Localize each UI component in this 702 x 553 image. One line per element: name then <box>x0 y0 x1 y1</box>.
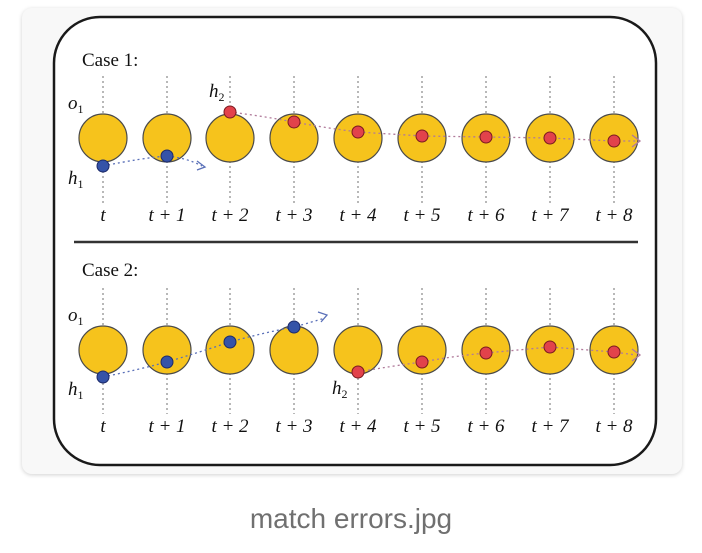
case-2-label: Case 2: <box>82 260 138 281</box>
h2-point <box>415 355 429 369</box>
time-label: t + 2 <box>211 416 249 437</box>
h1-track <box>102 155 203 167</box>
time-label: t + 4 <box>339 416 377 437</box>
case-1-label: Case 1: <box>82 50 138 71</box>
time-label: t + 4 <box>339 205 377 226</box>
h1-point <box>96 159 110 173</box>
image-caption: match errors.jpg <box>249 503 453 534</box>
h2-point <box>287 115 301 129</box>
h2-point <box>351 125 365 139</box>
object-circle <box>269 113 319 163</box>
h1-point <box>160 355 174 369</box>
h2-point <box>223 105 237 119</box>
h1-point <box>287 320 301 334</box>
time-label: t + 8 <box>595 205 633 226</box>
time-label: t + 3 <box>275 205 312 226</box>
object-circle <box>397 325 447 375</box>
h2-point <box>415 129 429 143</box>
time-label: t + 5 <box>403 205 440 226</box>
h2-point <box>479 130 493 144</box>
case-1-h2-points <box>223 105 621 148</box>
object-circle <box>205 113 255 163</box>
h1-label: h1 <box>68 379 84 402</box>
case-2-guides <box>102 288 615 414</box>
h2-track <box>229 111 636 142</box>
h2-point <box>543 131 557 145</box>
case-2: Case 2: <box>68 260 642 437</box>
match-errors-diagram: Case 1: <box>52 15 658 467</box>
case-1-guides <box>102 76 615 204</box>
time-label: t + 3 <box>275 416 312 437</box>
time-label: t <box>100 205 106 226</box>
h2-arrowhead <box>631 134 642 148</box>
time-label: t + 8 <box>595 416 633 437</box>
object-circle <box>78 325 128 375</box>
case-2-h2-points <box>351 340 621 379</box>
time-label: t + 7 <box>531 205 570 226</box>
time-label: t + 1 <box>148 205 185 226</box>
time-label: t + 6 <box>467 205 505 226</box>
h1-arrowhead <box>196 160 207 171</box>
h2-point <box>351 365 365 379</box>
time-label: t + 5 <box>403 416 440 437</box>
case-1-time-labels: t t + 1 t + 2 t + 3 t + 4 t + 5 t + 6 t … <box>100 205 633 226</box>
h2-label: h2 <box>332 378 348 401</box>
h1-label: h1 <box>68 168 84 191</box>
h1-point <box>96 370 110 384</box>
figure-card: Case 1: <box>22 8 682 474</box>
object-circle <box>205 325 255 375</box>
case-2-h1-points <box>96 320 301 384</box>
h2-label: h2 <box>209 81 225 104</box>
time-label: t + 2 <box>211 205 249 226</box>
h2-point <box>543 340 557 354</box>
case-2-time-labels: t t + 1 t + 2 t + 3 t + 4 t + 5 t + 6 t … <box>100 416 633 437</box>
h2-arrowhead <box>631 348 642 362</box>
h2-point <box>607 345 621 359</box>
h1-point <box>160 149 174 163</box>
time-label: t + 7 <box>531 416 570 437</box>
o1-label: o1 <box>68 93 84 116</box>
h1-arrowhead <box>317 311 329 323</box>
time-label: t + 1 <box>148 416 185 437</box>
time-label: t <box>100 416 106 437</box>
object-circle <box>78 113 128 163</box>
h2-point <box>479 346 493 360</box>
time-label: t + 6 <box>467 416 505 437</box>
o1-label: o1 <box>68 305 84 328</box>
object-circle <box>142 325 192 375</box>
h2-point <box>607 134 621 148</box>
case-1: Case 1: <box>68 50 642 226</box>
case-1-objects <box>78 113 639 163</box>
h1-point <box>223 335 237 349</box>
